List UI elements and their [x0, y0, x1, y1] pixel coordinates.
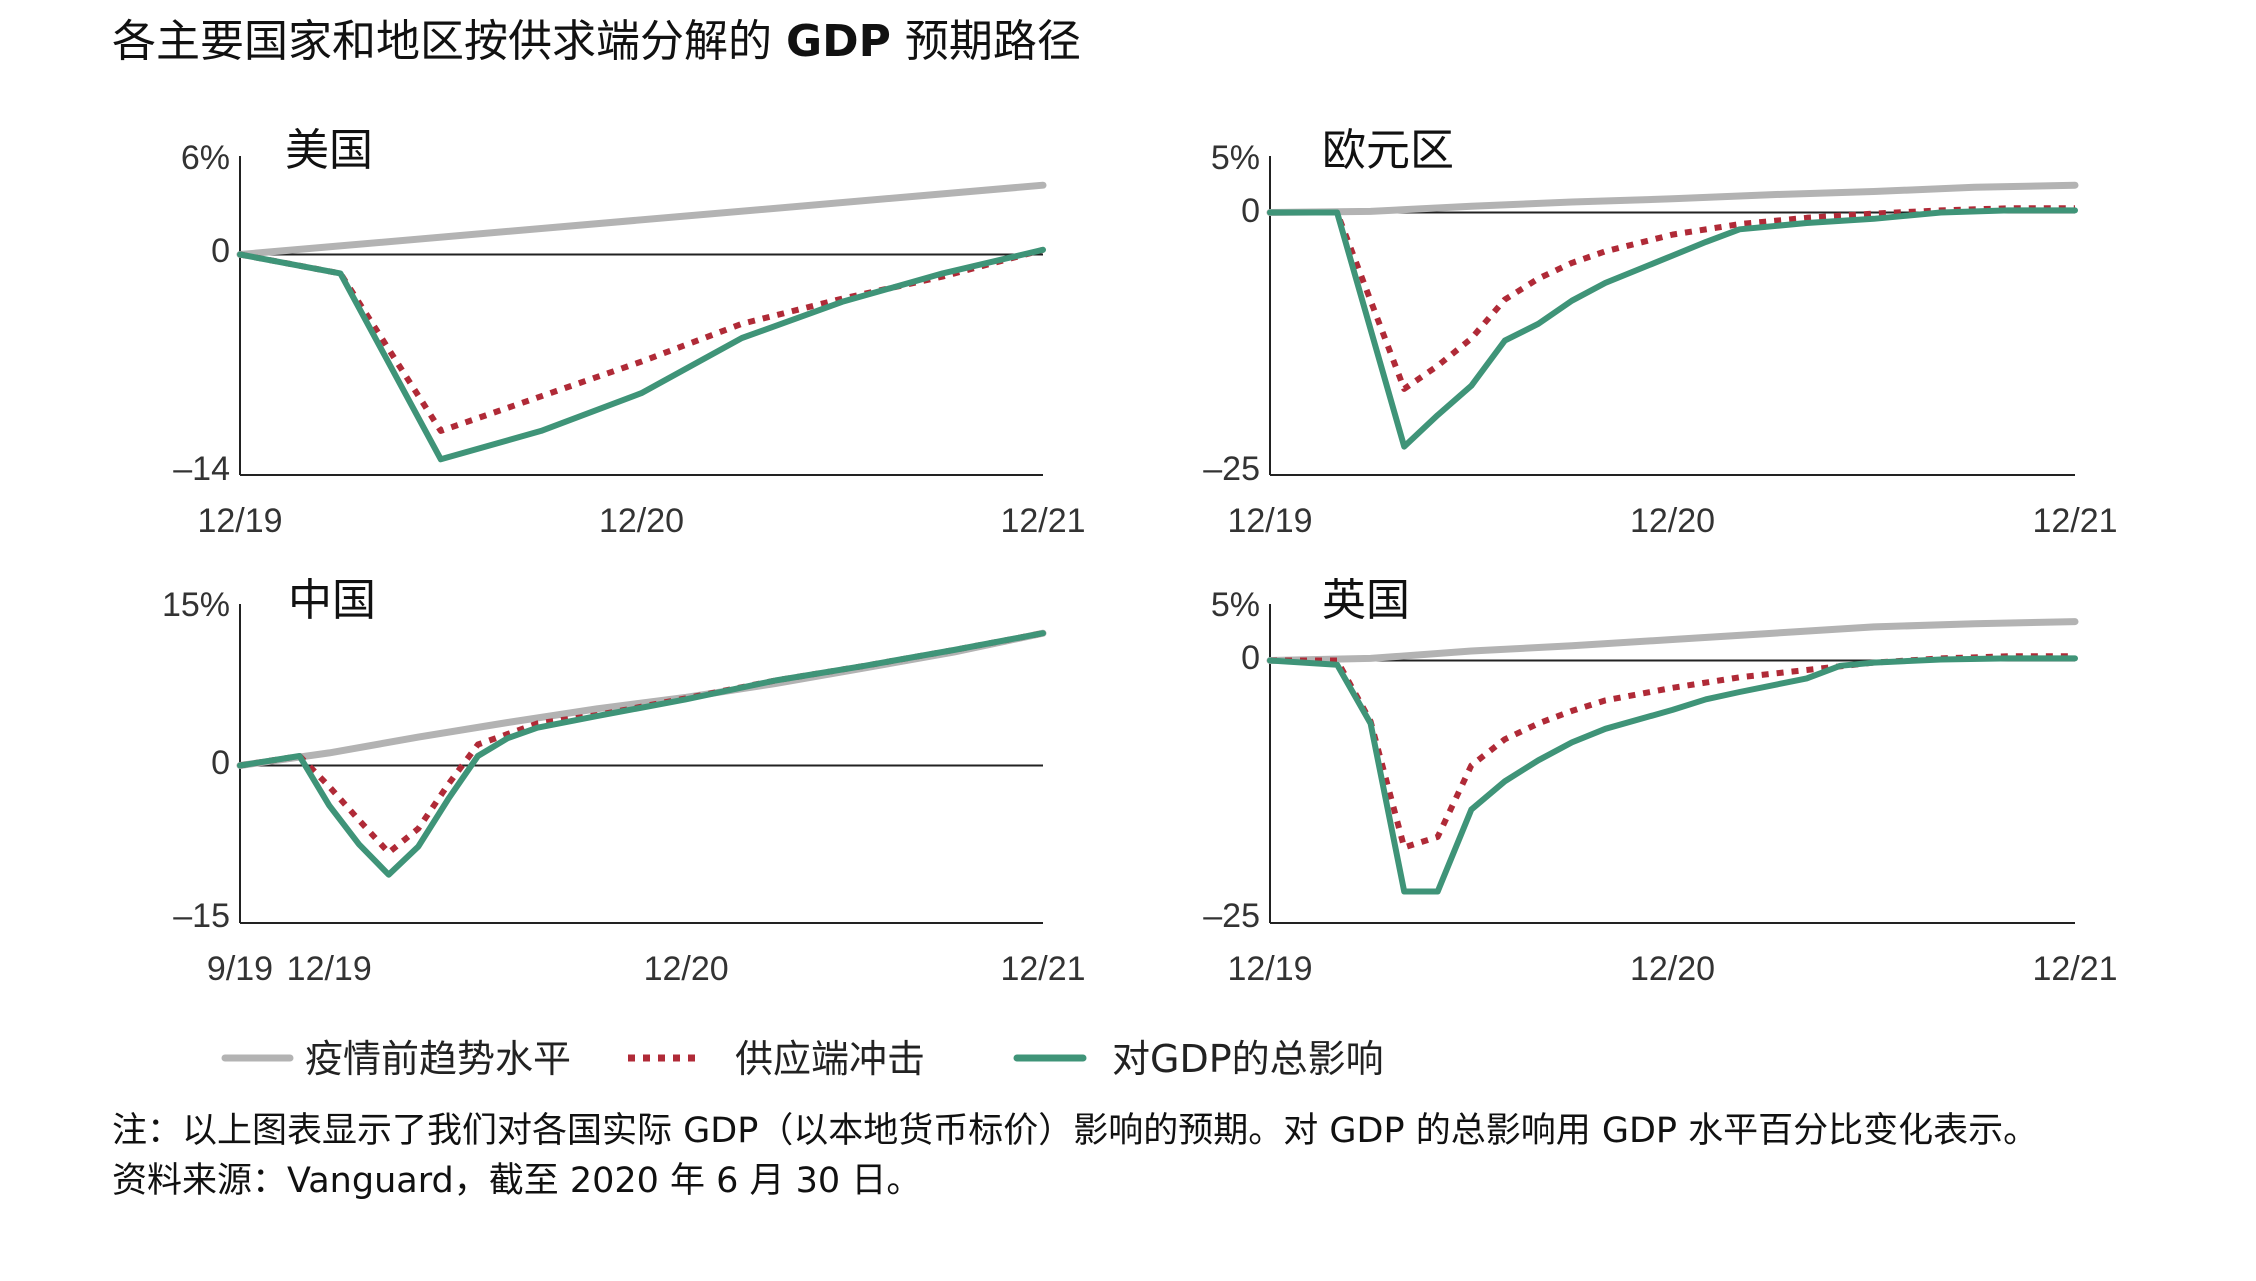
- series-trend-ez: [1266, 181, 2079, 216]
- y-tick-label-cn-1: 0: [211, 744, 230, 782]
- panel-cn: 中国 15% 0 –15 9/19 12/19 12/20 12/21: [162, 575, 1086, 988]
- x-tick-label-uk-2: 12/21: [2032, 950, 2117, 988]
- y-tick-label-ez-0: 5%: [1211, 139, 1260, 177]
- x-tick-label-ez-0: 12/19: [1227, 502, 1312, 540]
- x-tick-label-cn-3: 12/21: [1000, 950, 1085, 988]
- panel-us: 美国 6% 0 –14 12/19 12/20 12/21: [173, 125, 1085, 540]
- title-part1: 各主要国家和地区按供求端分解的: [112, 16, 772, 67]
- x-tick-label-cn-2: 12/20: [644, 950, 729, 988]
- source-text: 资料来源：Vanguard，截至 2020 年 6 月 30 日。: [112, 1161, 922, 1201]
- y-tick-label-us-2: –14: [173, 450, 230, 488]
- y-tick-label-cn-0: 15%: [162, 586, 230, 624]
- panel-title-uk: 英国: [1322, 575, 1410, 626]
- panel-title-us: 美国: [285, 125, 373, 176]
- x-tick-label-uk-1: 12/20: [1630, 950, 1715, 988]
- y-tick-label-us-0: 6%: [181, 139, 230, 177]
- legend-trend-label: 疫情前趋势水平: [305, 1037, 571, 1081]
- x-tick-label-cn-1: 12/19: [287, 950, 372, 988]
- legend-supply-label: 供应端冲击: [735, 1037, 925, 1081]
- series-supply-cn: [239, 630, 1044, 856]
- x-tick-label-ez-1: 12/20: [1630, 502, 1715, 540]
- legend-total-label: 对GDP的总影响: [1112, 1037, 1384, 1081]
- panel-ez: 欧元区 5% 0 –25 12/19 12/20 12/21: [1203, 125, 2117, 540]
- panel-title-cn: 中国: [288, 575, 376, 626]
- y-tick-label-ez-2: –25: [1203, 450, 1260, 488]
- x-tick-label-us-0: 12/19: [197, 502, 282, 540]
- title-part2: 预期路径: [904, 16, 1081, 67]
- y-tick-label-uk-1: 0: [1241, 639, 1260, 677]
- x-tick-label-cn-0: 9/19: [207, 950, 273, 988]
- y-tick-label-cn-2: –15: [173, 897, 230, 935]
- series-total-uk: [1267, 655, 2078, 895]
- y-tick-label-uk-2: –25: [1203, 897, 1260, 935]
- x-tick-label-ez-2: 12/21: [2032, 502, 2117, 540]
- note-text: 注：以上图表显示了我们对各国实际 GDP（以本地货币标价）影响的预期。对 GDP…: [112, 1111, 2039, 1151]
- series-total-cn: [237, 630, 1046, 878]
- series-total-ez: [1267, 207, 2078, 450]
- y-tick-label-uk-0: 5%: [1211, 586, 1260, 624]
- x-tick-label-uk-0: 12/19: [1227, 950, 1312, 988]
- title-gdp: GDP: [786, 16, 891, 67]
- series-trend-us: [236, 181, 1047, 258]
- legend: 疫情前趋势水平 供应端冲击 对GDP的总影响: [221, 1037, 1384, 1081]
- notes-section: 注：以上图表显示了我们对各国实际 GDP（以本地货币标价）影响的预期。对 GDP…: [112, 1106, 2192, 1206]
- y-tick-label-ez-1: 0: [1241, 192, 1260, 230]
- panel-title-ez: 欧元区: [1322, 125, 1454, 176]
- panel-uk: 英国 5% 0 –25 12/19 12/20 12/21: [1203, 575, 2117, 988]
- series-supply-ez: [1270, 205, 2075, 392]
- page-title: 各主要国家和地区按供求端分解的 GDP 预期路径: [112, 10, 1081, 74]
- series-trend-uk: [1266, 618, 2079, 664]
- x-tick-label-us-2: 12/21: [1000, 502, 1085, 540]
- y-tick-label-us-1: 0: [211, 232, 230, 270]
- x-tick-label-us-1: 12/20: [599, 502, 684, 540]
- series-total-us: [237, 246, 1046, 463]
